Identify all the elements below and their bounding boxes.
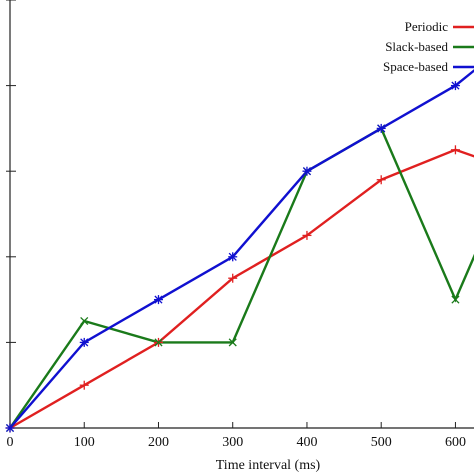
marker-stroke: [451, 81, 460, 90]
x-tick-label: 300: [222, 435, 243, 450]
series-markers: [5, 81, 460, 433]
marker-stroke: [451, 295, 460, 304]
series-lines: [9, 69, 474, 430]
x-tick-label: 600: [445, 435, 466, 450]
data-point-marker: [80, 316, 89, 326]
marker-stroke: [80, 316, 89, 326]
legend-label: Periodic: [405, 19, 449, 34]
data-point-marker: [450, 81, 460, 91]
x-tick-label: 500: [371, 435, 392, 450]
data-point-marker: [376, 175, 386, 185]
series-line-space-based: [9, 69, 474, 429]
data-point-marker: [450, 145, 460, 155]
axes: [9, 0, 474, 429]
data-point-marker: [228, 273, 238, 283]
x-tick-label: 100: [74, 435, 95, 450]
x-tick-label: 0: [7, 435, 14, 450]
marker-stroke: [5, 423, 15, 433]
data-point-marker: [302, 166, 312, 176]
data-point-marker: [228, 338, 237, 347]
marker-stroke: [302, 167, 312, 176]
x-axis-title: Time interval (ms): [216, 458, 321, 473]
data-point-marker: [302, 230, 312, 240]
x-ticks: 0 100 200 300 400 500 600: [7, 422, 466, 450]
x-tick-label: 400: [296, 435, 317, 450]
data-point-marker: [228, 252, 238, 262]
data-point-marker: [79, 337, 89, 347]
data-point-marker: [451, 295, 460, 304]
legend-label: Space-based: [383, 59, 448, 74]
data-point-marker: [153, 295, 163, 305]
data-point-marker: [5, 423, 15, 433]
marker-stroke: [228, 338, 237, 347]
data-point-marker: [154, 338, 163, 347]
x-tick-label: 200: [148, 435, 169, 450]
marker-stroke: [80, 338, 89, 347]
marker-stroke: [228, 252, 237, 261]
series-line-slack-based: [9, 126, 474, 429]
marker-stroke: [377, 124, 386, 133]
marker-stroke: [154, 295, 163, 304]
legend-label: Slack-based: [385, 39, 448, 54]
legend: Periodic Slack-based Space-based: [383, 19, 474, 74]
marker-stroke: [154, 338, 163, 347]
data-point-marker: [79, 380, 89, 390]
data-point-marker: [376, 123, 386, 133]
